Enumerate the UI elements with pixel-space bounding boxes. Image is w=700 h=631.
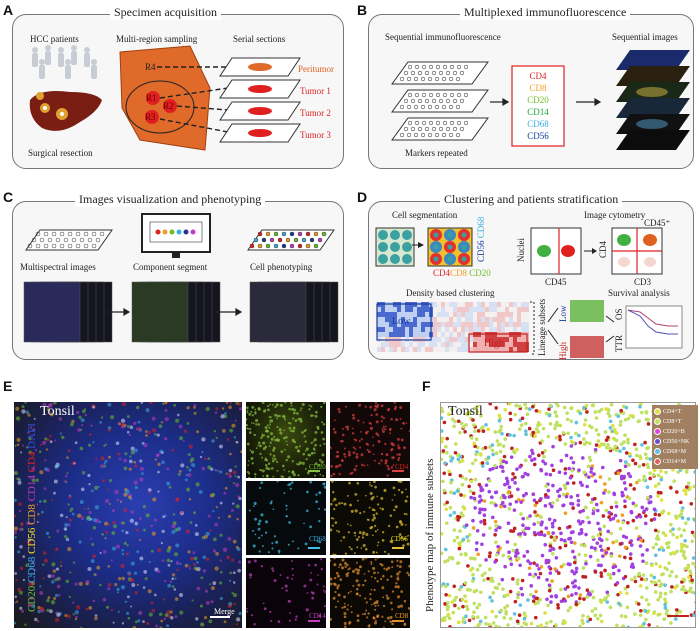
tile-cd20	[246, 402, 326, 478]
multi-region-label: Multi-region sampling	[116, 34, 198, 44]
nuclei-axis-label: Nuclei	[516, 238, 526, 262]
survival-analysis-label: Survival analysis	[608, 288, 670, 298]
d-cd4-cd8-cd20: CD4CD8 CD20	[433, 268, 491, 278]
legend-cd68-m: CD68+M	[654, 447, 696, 457]
e-vertical-cd14: CD14	[26, 472, 38, 502]
legend-cd14-m: CD14+M	[654, 457, 696, 467]
marker-cd56: CD56	[527, 131, 549, 141]
panel-a-label: A	[3, 2, 14, 18]
marker-cd14: CD14	[527, 107, 549, 117]
sequential-if-label: Sequential immunofluorescence	[385, 32, 501, 42]
density-clustering-label: Density based clustering	[406, 288, 495, 298]
marker-cd4: CD4	[529, 71, 547, 81]
d-cd68: CD68	[476, 216, 486, 239]
panel-d-title: Clustering and patients stratification	[440, 192, 623, 207]
high-rotated-label: High	[558, 342, 568, 360]
section-peritumor: Peritumor	[298, 64, 334, 74]
d-cd20: CD20	[469, 268, 491, 278]
serial-sections-label: Serial sections	[233, 34, 286, 44]
cd3-axis-label: CD3	[634, 277, 652, 287]
panel-b-label: B	[357, 2, 368, 18]
tile-cd68	[246, 481, 326, 555]
marker-cd20: CD20	[527, 95, 549, 105]
panel-b-title: Multiplexed immunofluorescence	[460, 5, 631, 20]
d-cd4: CD4	[433, 268, 451, 278]
tile-label-cd20: CD20	[309, 463, 326, 471]
section-tumor-1: Tumor 1	[300, 86, 331, 96]
cell-phenotyping-label: Cell phenotyping	[250, 262, 313, 272]
e-vertical-cd20: CD20	[26, 582, 38, 612]
marker-list: CD4 CD8 CD20 CD14 CD68 CD56	[514, 70, 562, 142]
tile-cd56	[330, 481, 410, 555]
os-label: OS	[614, 308, 624, 320]
tile-label-cd68: CD68	[309, 535, 326, 543]
panel-c	[12, 201, 344, 360]
d-cd8: CD8	[450, 268, 468, 278]
lineage-subsets-label: Lineage subsets	[537, 298, 547, 356]
legend-cd8-t: CD8+T	[654, 417, 696, 427]
component-segment-label: Component segment	[133, 262, 208, 272]
panel-e-label: E	[3, 378, 13, 394]
tile-label-cd14: CD14	[309, 612, 326, 620]
cd4-axis-label: CD4	[598, 240, 608, 258]
e-vertical-cd4: CD4	[26, 448, 38, 473]
tile-cd8	[330, 558, 410, 628]
tile-label-cd8: CD8	[395, 612, 409, 620]
panel-d-label: D	[357, 189, 368, 205]
tonsil-merge-image	[14, 402, 242, 628]
phenotype-map	[440, 402, 696, 628]
tonsil-label-e: Tonsil	[40, 404, 75, 419]
cd45plus-label: CD45⁺	[644, 218, 671, 228]
high-label: High	[484, 338, 504, 349]
region-r3: R3	[145, 112, 156, 122]
section-tumor-2: Tumor 2	[300, 108, 331, 118]
tonsil-label-f: Tonsil	[448, 404, 483, 419]
region-r4: R4	[145, 62, 156, 72]
region-r1: R1	[146, 93, 157, 103]
markers-repeated-label: Markers repeated	[405, 148, 468, 158]
section-tumor-3: Tumor 3	[300, 130, 331, 140]
marker-cd8: CD8	[529, 83, 547, 93]
f-legend: CD4+T CD8+T CD20+B CD56+NK CD68+M CD14+M	[652, 405, 698, 469]
merge-label: Merge	[214, 607, 235, 616]
f-ylabel: Phenotype map of immune subsets	[424, 458, 436, 612]
e-vertical-dapi: DAPI	[26, 423, 38, 449]
d-cd56: CD56	[476, 238, 486, 262]
ttr-label: TTR	[614, 335, 624, 352]
e-vertical-cd68: CD68	[26, 553, 38, 583]
tile-cd14	[246, 558, 326, 628]
cd45-axis-label: CD45	[545, 277, 567, 287]
tile-cd4	[330, 402, 410, 478]
multispectral-label: Multispectral images	[20, 262, 96, 272]
legend-cd4-t: CD4+T	[654, 407, 696, 417]
tile-label-cd4: CD4	[395, 463, 409, 471]
e-vertical-markers: CD20 CD68 CD56 CD8 CD14 CD4 DAPI	[26, 423, 38, 612]
marker-cd68: CD68	[527, 119, 549, 129]
e-vertical-cd56: CD56	[26, 524, 38, 554]
hcc-patients-label: HCC patients	[30, 34, 79, 44]
low-rotated-label: Low	[558, 305, 568, 323]
surgical-resection-label: Surgical resection	[28, 148, 93, 158]
low-label: Low	[392, 316, 411, 327]
sequential-images-label: Sequential images	[612, 32, 678, 42]
panel-c-label: C	[3, 189, 14, 205]
d-cd56-cd68: CD56 CD68	[476, 217, 486, 262]
tile-label-cd56: CD56	[391, 535, 408, 543]
panel-c-title: Images visualization and phenotyping	[75, 192, 266, 207]
image-cytometry-label: Image cytometry	[584, 210, 646, 220]
region-r2: R2	[163, 101, 174, 111]
legend-cd20-b: CD20+B	[654, 427, 696, 437]
panel-f-label: F	[422, 378, 431, 394]
cell-segmentation-label: Cell segmentation	[392, 210, 458, 220]
panel-a-title: Specimen acquisition	[110, 5, 221, 20]
e-vertical-cd8: CD8	[26, 501, 38, 525]
legend-cd56-nk: CD56+NK	[654, 437, 696, 447]
